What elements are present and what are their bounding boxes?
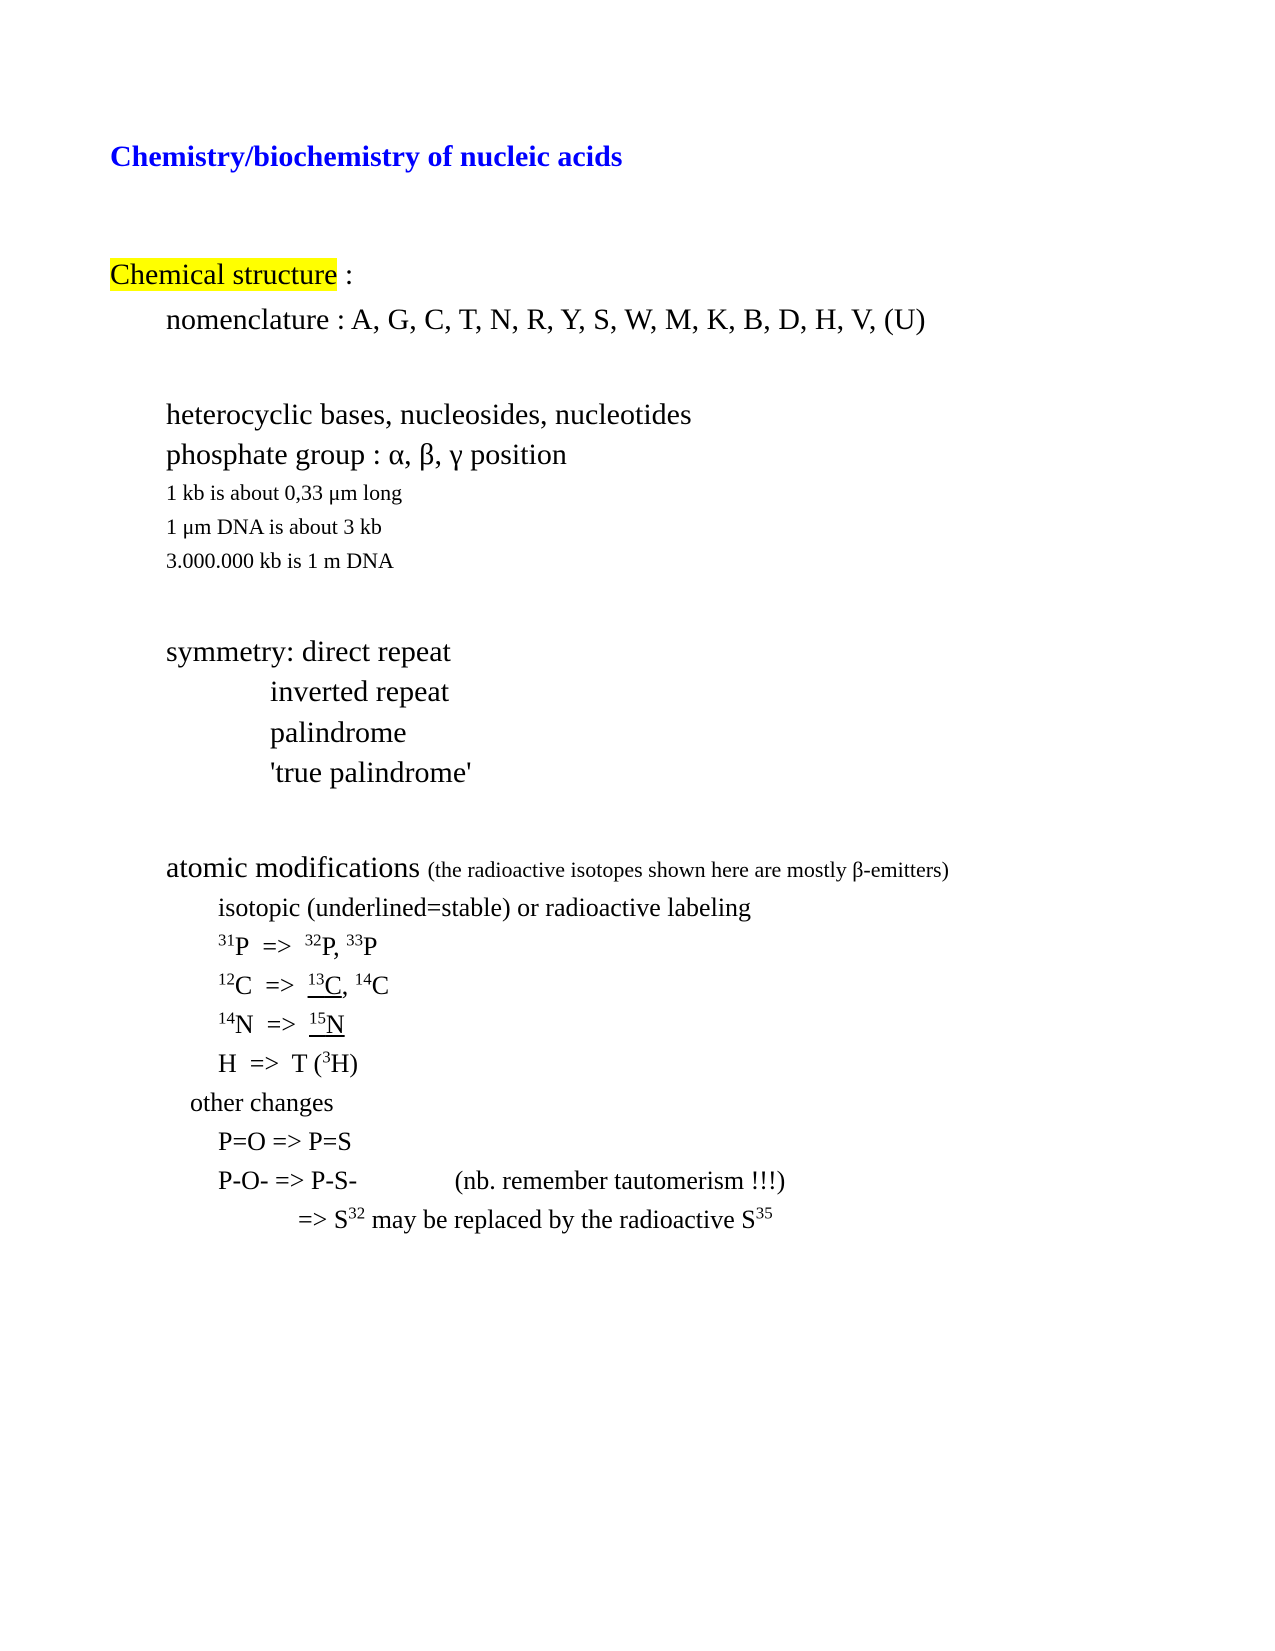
kb-line-1: 1 kb is about 0,33 μm long xyxy=(110,476,1165,510)
isotope-c: 12C => 13C, 14C xyxy=(110,966,1165,1005)
nomenclature-line: nomenclature : A, G, C, T, N, R, Y, S, W… xyxy=(110,300,1165,341)
pos-lead: P-O- => P-S- xyxy=(218,1166,357,1195)
atomic-modifications-line: atomic modifications (the radioactive is… xyxy=(110,848,1165,889)
kb-line-2: 1 μm DNA is about 3 kb xyxy=(110,510,1165,544)
atomic-paren: (the radioactive isotopes shown here are… xyxy=(428,857,949,882)
heading-rest: : xyxy=(337,258,353,291)
symmetry-line-2: inverted repeat xyxy=(110,672,1165,713)
atomic-lead: atomic modifications xyxy=(166,851,428,884)
isotopic-label: isotopic (underlined=stable) or radioact… xyxy=(110,888,1165,927)
symmetry-line-1: symmetry: direct repeat xyxy=(110,632,1165,673)
isotope-h: H => T (3H) xyxy=(110,1044,1165,1083)
symmetry-line-3: palindrome xyxy=(110,713,1165,754)
phosphate-line: phosphate group : α, β, γ position xyxy=(110,435,1165,476)
pos-nb: (nb. remember tautomerism !!!) xyxy=(455,1166,786,1195)
s-replace-line: => S32 may be replaced by the radioactiv… xyxy=(110,1200,1165,1239)
pos-line: P-O- => P-S- (nb. remember tautomerism !… xyxy=(110,1161,1165,1200)
isotope-p: 31P => 32P, 33P xyxy=(110,927,1165,966)
section-heading: Chemical structure : xyxy=(110,258,1165,292)
document-page: Chemistry/biochemistry of nucleic acids … xyxy=(0,0,1275,1239)
page-title: Chemistry/biochemistry of nucleic acids xyxy=(110,140,1165,174)
po-line: P=O => P=S xyxy=(110,1122,1165,1161)
highlighted-text: Chemical structure xyxy=(110,258,337,291)
isotope-n: 14N => 15N xyxy=(110,1005,1165,1044)
other-changes-label: other changes xyxy=(110,1083,1165,1122)
heterocyclic-line: heterocyclic bases, nucleosides, nucleot… xyxy=(110,395,1165,436)
symmetry-line-4: 'true palindrome' xyxy=(110,753,1165,794)
kb-line-3: 3.000.000 kb is 1 m DNA xyxy=(110,544,1165,578)
